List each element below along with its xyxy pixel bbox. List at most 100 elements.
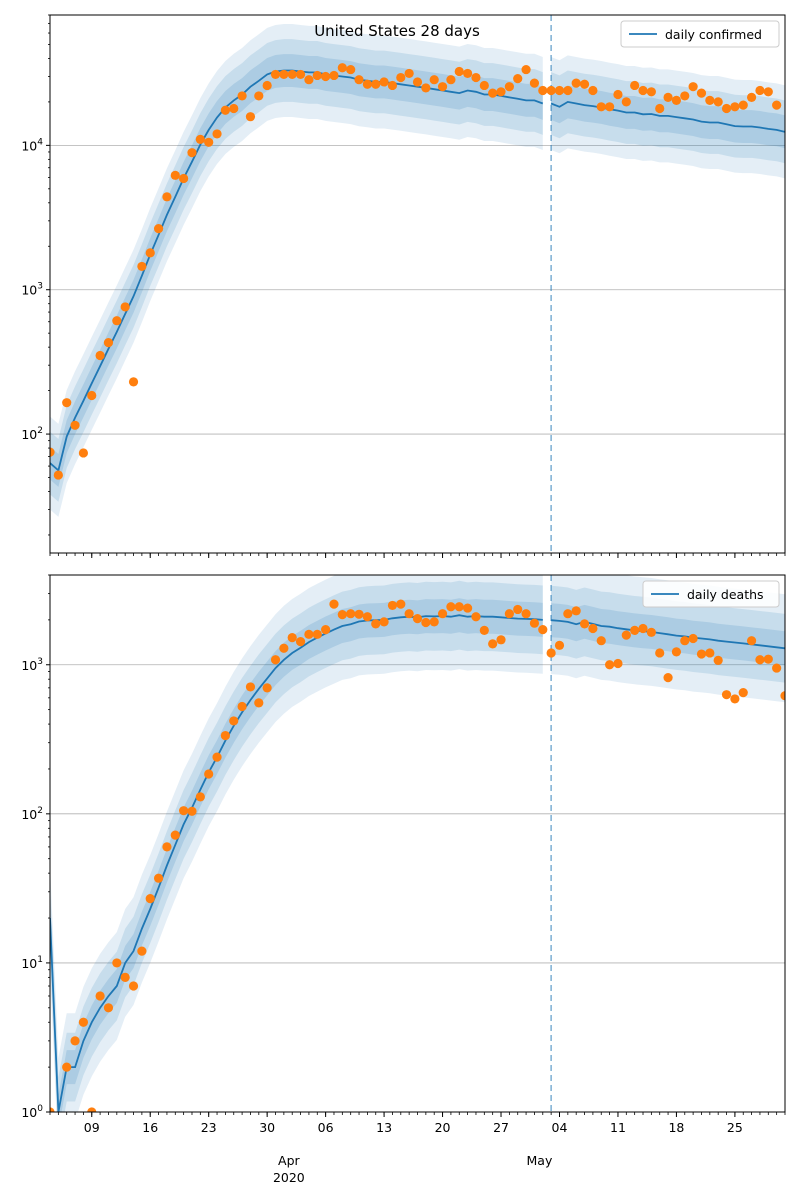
confirmed-observed-point <box>195 134 205 144</box>
confirmed-observed-point <box>504 82 514 92</box>
y-tick-label: 102 <box>21 426 43 442</box>
confirmed-observed-point <box>496 87 506 97</box>
deaths-observed-point <box>479 625 489 636</box>
deaths-observed-point <box>195 792 205 802</box>
deaths-observed-point <box>212 752 222 762</box>
x-tick-label: 13 <box>376 1120 392 1135</box>
confirmed-observed-point <box>746 92 757 102</box>
shared-x-axis: 09 16 23 30 06 13 20 27 04 11 18 25 Apr May 2020 <box>84 1120 743 1185</box>
confirmed-observed-point <box>262 80 272 91</box>
confirmed-observed-point <box>95 350 105 361</box>
confirmed-observed-point <box>680 91 690 101</box>
deaths-observed-point <box>755 655 765 665</box>
confirmed-observed-point <box>605 102 615 112</box>
deaths-observed-point <box>112 958 122 968</box>
band-0 <box>50 24 543 517</box>
deaths-observed-point <box>412 613 423 624</box>
confirmed-observed-point <box>571 78 581 88</box>
deaths-observed-point <box>396 599 406 609</box>
deaths-observed-point <box>613 658 623 669</box>
confirmed-observed-point <box>295 69 306 80</box>
y-tick-label: 103 <box>21 657 43 673</box>
deaths-observed-point <box>254 698 264 708</box>
deaths-observed-point <box>663 673 673 683</box>
confirmed-observed-point <box>53 470 63 480</box>
confirmed-observed-point <box>588 85 598 96</box>
x-month-label: Apr <box>278 1153 300 1168</box>
x-month-label: May <box>527 1153 553 1168</box>
confirmed-observed-point <box>212 129 222 139</box>
deaths-observed-point <box>237 701 247 712</box>
deaths-observed-point <box>429 617 439 627</box>
band-1 <box>551 70 785 164</box>
confirmed-observed-point <box>429 75 439 85</box>
deaths-fitted-line <box>50 614 543 1112</box>
deaths-observed-point <box>463 603 473 613</box>
deaths-observed-point <box>680 636 690 646</box>
deaths-observed-point <box>387 600 398 611</box>
deaths-observed-point <box>421 617 431 628</box>
deaths-observed-point <box>270 655 281 665</box>
confirmed-observed-point <box>329 70 339 81</box>
deaths-observed-point <box>245 682 256 692</box>
chart-title: United States 28 days <box>314 22 480 40</box>
legend-label: daily deaths <box>687 587 764 602</box>
confirmed-observed-point <box>696 88 707 98</box>
confirmed-observed-point <box>579 79 590 89</box>
x-tick-label: 18 <box>668 1120 684 1135</box>
band-1 <box>50 580 543 1112</box>
confirmed-observed-point <box>705 95 715 105</box>
confirmed-legend: daily confirmed <box>620 20 780 48</box>
deaths-observed-point <box>638 623 648 634</box>
confirmed-observed-point <box>630 80 640 91</box>
deaths-observed-point <box>713 655 723 665</box>
deaths-observed-point <box>78 1017 89 1027</box>
deaths-observed-point <box>229 716 239 726</box>
confirmed-observed-point <box>412 77 423 87</box>
deaths-observed-point <box>780 691 785 701</box>
deaths-observed-point <box>120 972 130 982</box>
confirmed-observed-point <box>488 88 498 98</box>
deaths-observed-point <box>671 647 682 657</box>
deaths-observed-point <box>605 660 615 670</box>
x-tick-label: 04 <box>552 1120 568 1135</box>
deaths-observed-point <box>346 609 356 619</box>
deaths-observed-point <box>70 1036 80 1046</box>
confirmed-observed-point <box>179 173 189 184</box>
confirmed-observed-point <box>304 75 314 85</box>
confirmed-observed-point <box>279 69 289 80</box>
deaths-observed-point <box>538 625 548 635</box>
deaths-observed-point <box>50 1107 55 1112</box>
x-tick-label: 30 <box>259 1120 275 1135</box>
y-tick-label: 100 <box>21 1104 43 1120</box>
confirmed-observed-point <box>354 75 364 85</box>
deaths-observed-point <box>630 625 640 636</box>
confirmed-observed-point <box>638 85 648 96</box>
deaths-observed-point <box>738 688 748 698</box>
deaths-legend: daily deaths <box>642 580 780 608</box>
deaths-observed-point <box>688 633 698 644</box>
deaths-observed-point <box>446 602 456 612</box>
deaths-observed-point <box>62 1062 72 1072</box>
deaths-observed-point <box>454 602 464 612</box>
confirmed-observed-point <box>50 447 55 457</box>
confirmed-observed-point <box>538 85 548 96</box>
confirmed-observed-point <box>379 77 389 87</box>
confirmed-observed-point <box>529 78 540 88</box>
deaths-observed-point <box>279 643 289 653</box>
deaths-observed-point <box>153 873 164 883</box>
deaths-observed-point <box>87 1107 97 1112</box>
deaths-observed-point <box>730 694 740 704</box>
deaths-observed-point <box>145 894 155 904</box>
deaths-observed-point <box>295 636 306 647</box>
confirmed-observed-point <box>245 112 256 122</box>
deaths-observed-point <box>187 806 197 816</box>
confirmed-observed-point <box>162 192 172 202</box>
confirmed-observed-point <box>763 87 773 97</box>
deaths-observed-point <box>488 639 498 649</box>
band-0 <box>50 575 543 1112</box>
deaths-observed-point <box>354 609 364 619</box>
y-tick-label: 104 <box>21 137 43 153</box>
deaths-observed-point <box>588 623 598 634</box>
confirmed-observed-point <box>521 64 531 75</box>
